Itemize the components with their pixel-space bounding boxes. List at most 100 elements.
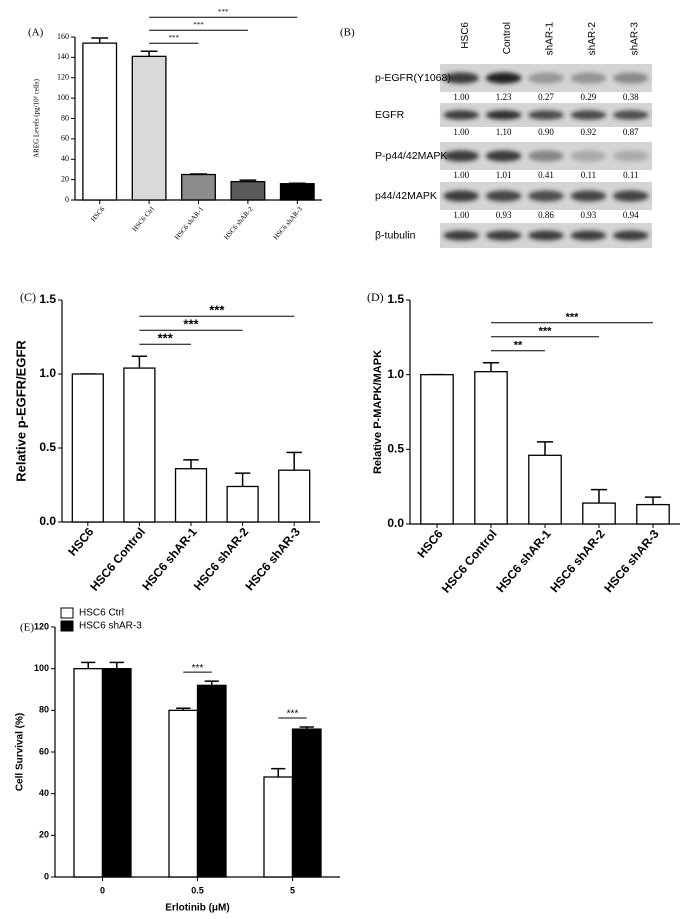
y-tick-label: 1.0 [387,367,404,381]
y-tick-label: 20 [61,174,69,183]
significance-label: *** [183,317,199,332]
bar [174,468,208,523]
x-tick-label: HSC6 shAR-3 [601,527,662,596]
bar [226,485,259,523]
lane-label: shAR-2 [587,22,598,56]
blot-band [612,190,649,202]
panel-label: (A) [28,27,44,39]
band-quantification: 0.86 [538,210,554,220]
blot-band [612,110,649,120]
band-quantification: 0.94 [623,210,639,220]
blot-band [485,190,522,202]
significance-label: *** [158,331,174,346]
bar [82,42,118,201]
y-tick-label: 0 [65,195,69,204]
x-tick-label: HSC6 [89,205,106,224]
bar [636,503,670,525]
bar [71,373,104,523]
bar [230,181,266,201]
bar [528,454,562,525]
blot-band [570,230,607,241]
y-axis-label: Relative p-EGFR/EGFR [13,340,28,482]
y-tick-label: 80 [61,113,69,122]
y-tick-label: 0.5 [387,442,404,456]
blot-band [570,190,607,202]
lane-label: HSC6 [460,22,471,49]
y-tick-label: 20 [39,830,49,840]
band-quantification: 0.87 [623,127,639,137]
y-tick-label: 60 [61,134,69,143]
bar [291,728,322,878]
y-tick-label: 1.0 [39,366,56,380]
bar [278,469,311,523]
row-label: p44/42MAPK [375,190,437,202]
y-axis-label: Relative P-MAPK/MAPK [372,350,384,474]
row-label: β-tubulin [375,229,416,241]
row-label: EGFR [375,109,405,121]
blot-band [485,150,522,162]
bar [196,684,227,878]
bar [123,367,156,523]
blot-band [443,190,480,202]
band-quantification: 0.38 [623,92,639,102]
band-quantification: 0.92 [581,127,597,137]
blot-band [528,110,564,120]
y-tick-label: 120 [57,73,69,82]
blot-band [443,150,480,162]
panel-label: (C) [20,290,36,304]
significance-label: *** [192,663,204,674]
lane-label: shAR-3 [629,22,640,56]
y-tick-label: 1.5 [39,292,56,306]
x-tick-label: HSC6 [65,525,97,559]
band-quantification: 0.93 [496,210,512,220]
blot-band [443,72,480,84]
blot-band [443,110,480,120]
blot-band [570,110,607,120]
blot-band [570,150,607,162]
band-quantification: 1.01 [496,170,512,180]
x-tick-label: HSC6 shAR-2 [547,527,608,596]
y-tick-label: 1.5 [387,292,404,306]
band-quantification: 0.11 [623,170,638,180]
bar [101,668,132,878]
significance-label: *** [566,312,580,324]
bar [263,776,294,878]
x-tick-label: HSC6 shAR-3 [242,525,303,594]
significance-label: *** [539,326,553,338]
panel-label: (D) [367,290,384,304]
y-tick-label: 40 [39,788,49,798]
lane-label: Control [502,22,513,54]
bar [474,371,508,525]
significance-label: *** [287,709,299,720]
y-tick-label: 100 [57,93,69,102]
blot-band [485,72,522,84]
x-tick-label: HSC6 [414,527,446,561]
band-quantification: 1.00 [453,170,469,180]
bar [168,709,199,878]
blot-band [570,72,607,84]
blot-band [612,230,649,241]
y-tick-label: 80 [39,705,49,715]
legend-label: HSC6 shAR-3 [79,621,142,632]
legend-swatch [60,620,74,632]
band-quantification: 0.29 [581,92,597,102]
y-tick-label: 0.5 [39,440,56,454]
bar [582,502,616,525]
band-quantification: 0.41 [538,170,554,180]
band-quantification: 1.00 [453,127,469,137]
y-tick-label: 100 [34,663,49,673]
blot-band [612,72,649,84]
bar [73,668,104,878]
legend-label: HSC6 Ctrl [79,608,124,619]
y-tick-label: 0.0 [39,514,56,528]
band-quantification: 1.00 [453,210,469,220]
band-quantification: 1.00 [453,92,469,102]
bar [181,173,216,201]
significance-label: *** [218,8,229,16]
bar [279,183,315,201]
bar [131,55,167,201]
panel-label: (E) [20,622,34,634]
y-axis-label: AREG Levels (pg/10⁶ cells) [33,78,41,158]
blot-band [612,150,649,162]
